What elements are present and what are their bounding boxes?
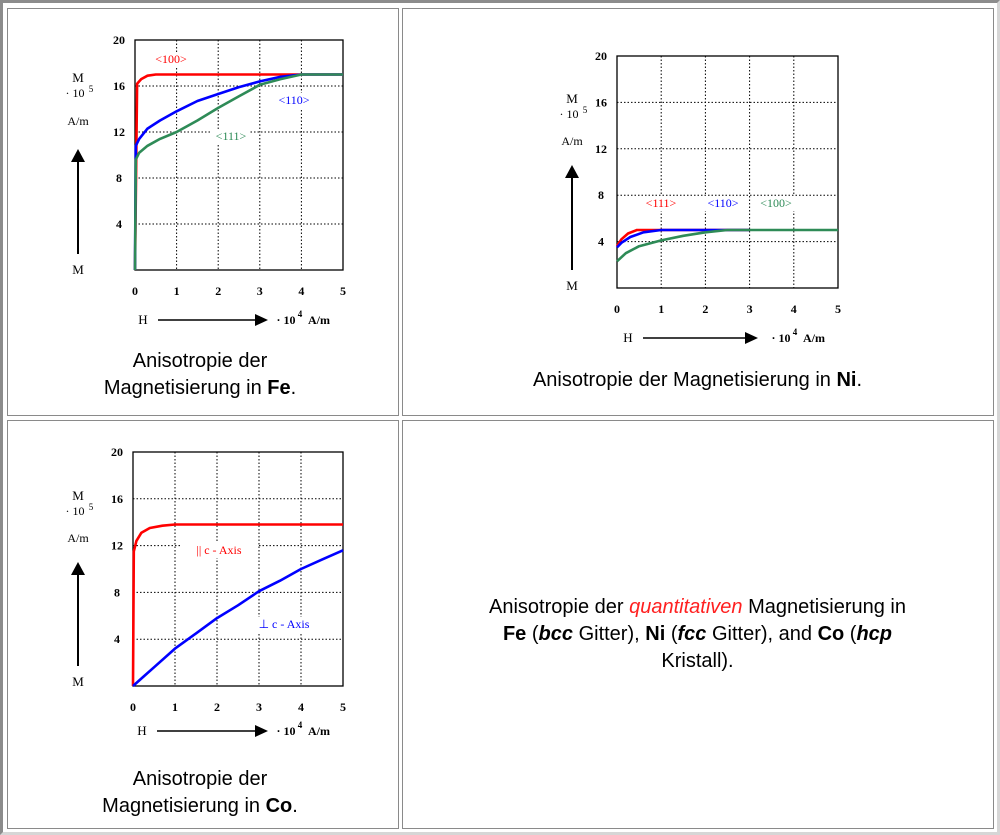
summary-ni: Ni [645,623,666,645]
summary-text: Anisotropie der quantitativen Magnetisie… [415,594,980,675]
cell-summary [402,420,994,829]
cell-ni [402,8,994,416]
summary-hcp-open: ( [849,623,857,645]
caption-fe-period: . [290,377,297,399]
caption-ni-line1: Anisotropie der Magnetisierung in [532,369,831,391]
caption-ni: Anisotropie der Magnetisierung in Ni. [420,367,975,394]
summary-fcc: fcc [677,623,707,645]
caption-fe-line2: Magnetisierung in [103,377,262,399]
summary-hcp: hcp [856,623,893,645]
summary-bcc: bcc [538,623,573,645]
caption-fe-element: Fe [267,377,291,399]
summary-t3: Magnetisierung in [748,596,906,618]
summary-quantitativen: quantitativen [629,596,743,618]
summary-hcp-close: Kristall). [661,650,734,672]
caption-ni-element: Ni [836,369,857,391]
caption-ni-period: . [856,369,863,391]
summary-bcc-open: ( [531,623,539,645]
summary-fe: Fe [502,623,527,645]
summary-fcc-open: ( [670,623,678,645]
caption-fe: Anisotropie der Magnetisierung in Fe. [40,348,360,402]
summary-t1: Anisotropie der [489,596,624,618]
summary-bcc-close: Gitter), [578,623,640,645]
caption-co-line1: Anisotropie der [132,768,268,790]
caption-co-element: Co [265,795,293,817]
caption-co-line2: Magnetisierung in [102,795,261,817]
summary-co: Co [817,623,845,645]
caption-fe-line1: Anisotropie der [132,350,268,372]
summary-fcc-close: Gitter), and [711,623,812,645]
caption-co-period: . [292,795,298,817]
caption-co: Anisotropie der Magnetisierung in Co. [40,766,360,820]
